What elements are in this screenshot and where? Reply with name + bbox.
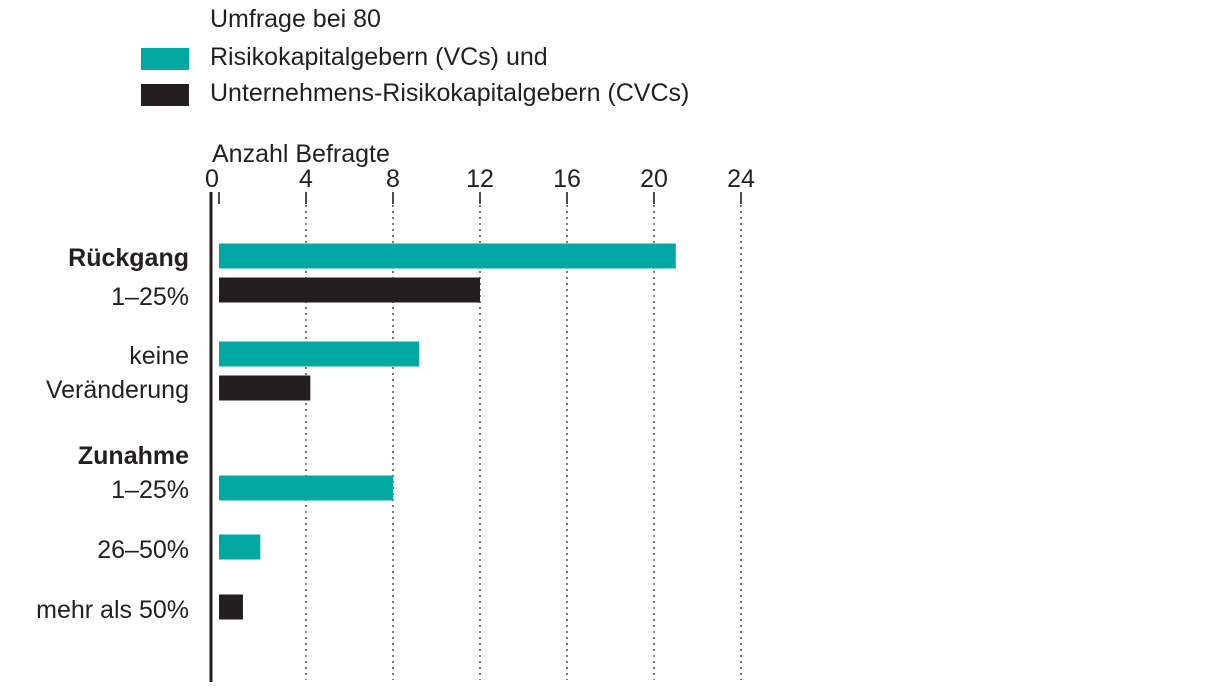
legend-label-cvc: Unternehmens-Risikokapitalgebern (CVCs) — [210, 79, 690, 107]
legend-swatch-cvc — [141, 84, 189, 106]
legend-label-vc: Risikokapitalgebern (VCs) und — [210, 43, 548, 71]
tick-label-12: 12 — [466, 165, 494, 193]
tick-label-0: 0 — [205, 165, 219, 193]
category-label: 1–25% — [111, 283, 189, 311]
tick-label-4: 4 — [299, 165, 313, 193]
legend-swatch-vc — [141, 48, 189, 70]
category-label: Rückgang — [68, 244, 189, 272]
category-label: Veränderung — [46, 376, 189, 404]
tick-label-8: 8 — [386, 165, 400, 193]
category-label: keine — [129, 342, 189, 370]
tick-label-20: 20 — [640, 165, 668, 193]
x-axis-title: Anzahl Befragte — [212, 140, 390, 168]
bar-cvc — [219, 277, 480, 303]
legend-heading: Umfrage bei 80 — [210, 5, 381, 33]
tick-label-16: 16 — [553, 165, 581, 193]
bar-vc — [219, 534, 261, 560]
category-label: mehr als 50% — [36, 596, 189, 624]
bar-vc — [219, 341, 420, 367]
category-label: 1–25% — [111, 476, 189, 504]
bar-cvc — [219, 375, 311, 401]
bar-vc — [219, 475, 393, 501]
category-label: Zunahme — [78, 442, 189, 470]
category-label: 26–50% — [97, 536, 189, 564]
bar-cvc — [219, 594, 243, 620]
tick-label-24: 24 — [727, 165, 755, 193]
bar-vc — [219, 243, 676, 269]
